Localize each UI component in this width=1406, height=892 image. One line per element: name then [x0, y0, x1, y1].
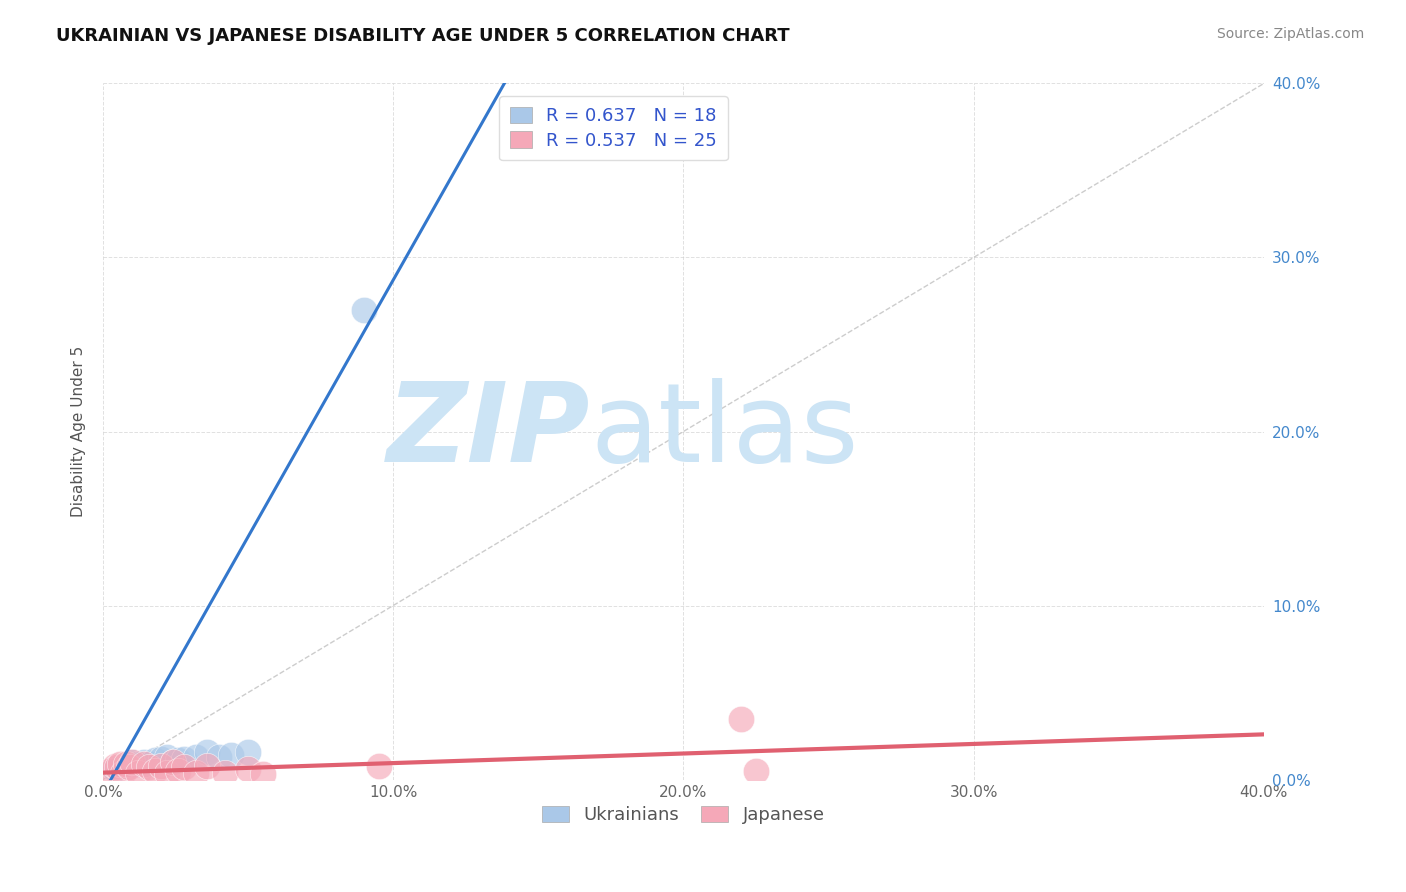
Point [121, 755, 143, 769]
Point [730, 712, 752, 726]
Legend: Ukrainians, Japanese: Ukrainians, Japanese [533, 797, 834, 833]
Point [121, 755, 143, 769]
Point [236, 745, 259, 759]
Point [219, 748, 242, 763]
Text: UKRAINIAN VS JAPANESE DISABILITY AGE UNDER 5 CORRELATION CHART: UKRAINIAN VS JAPANESE DISABILITY AGE UND… [56, 27, 790, 45]
Point [167, 764, 190, 778]
Point [138, 760, 160, 774]
Point [156, 750, 179, 764]
Point [112, 758, 135, 772]
Point [97, 764, 120, 778]
Point [367, 758, 389, 772]
Point [112, 765, 135, 780]
Y-axis label: Disability Age Under 5: Disability Age Under 5 [72, 346, 86, 517]
Text: Source: ZipAtlas.com: Source: ZipAtlas.com [1216, 27, 1364, 41]
Point [162, 755, 184, 769]
Point [197, 758, 219, 772]
Point [197, 745, 219, 759]
Text: ZIP: ZIP [387, 378, 591, 485]
Point [138, 756, 160, 771]
Point [107, 760, 129, 774]
Point [149, 758, 172, 772]
Point [103, 758, 125, 772]
Point [214, 765, 236, 780]
Point [127, 756, 149, 771]
Point [208, 750, 231, 764]
Point [115, 756, 138, 771]
Point [173, 760, 195, 774]
Point [132, 755, 155, 769]
Point [353, 302, 375, 317]
Point [167, 754, 190, 768]
Point [103, 762, 125, 776]
Point [143, 754, 166, 768]
Point [143, 764, 166, 778]
Point [132, 756, 155, 771]
Point [252, 767, 274, 781]
Point [156, 765, 179, 780]
Point [184, 750, 207, 764]
Point [184, 765, 207, 780]
Point [149, 752, 172, 766]
Point [745, 764, 768, 778]
Point [110, 756, 132, 771]
Point [236, 762, 259, 776]
Point [118, 760, 141, 774]
Point [173, 752, 195, 766]
Text: atlas: atlas [591, 378, 859, 485]
Point [162, 755, 184, 769]
Point [127, 765, 149, 780]
